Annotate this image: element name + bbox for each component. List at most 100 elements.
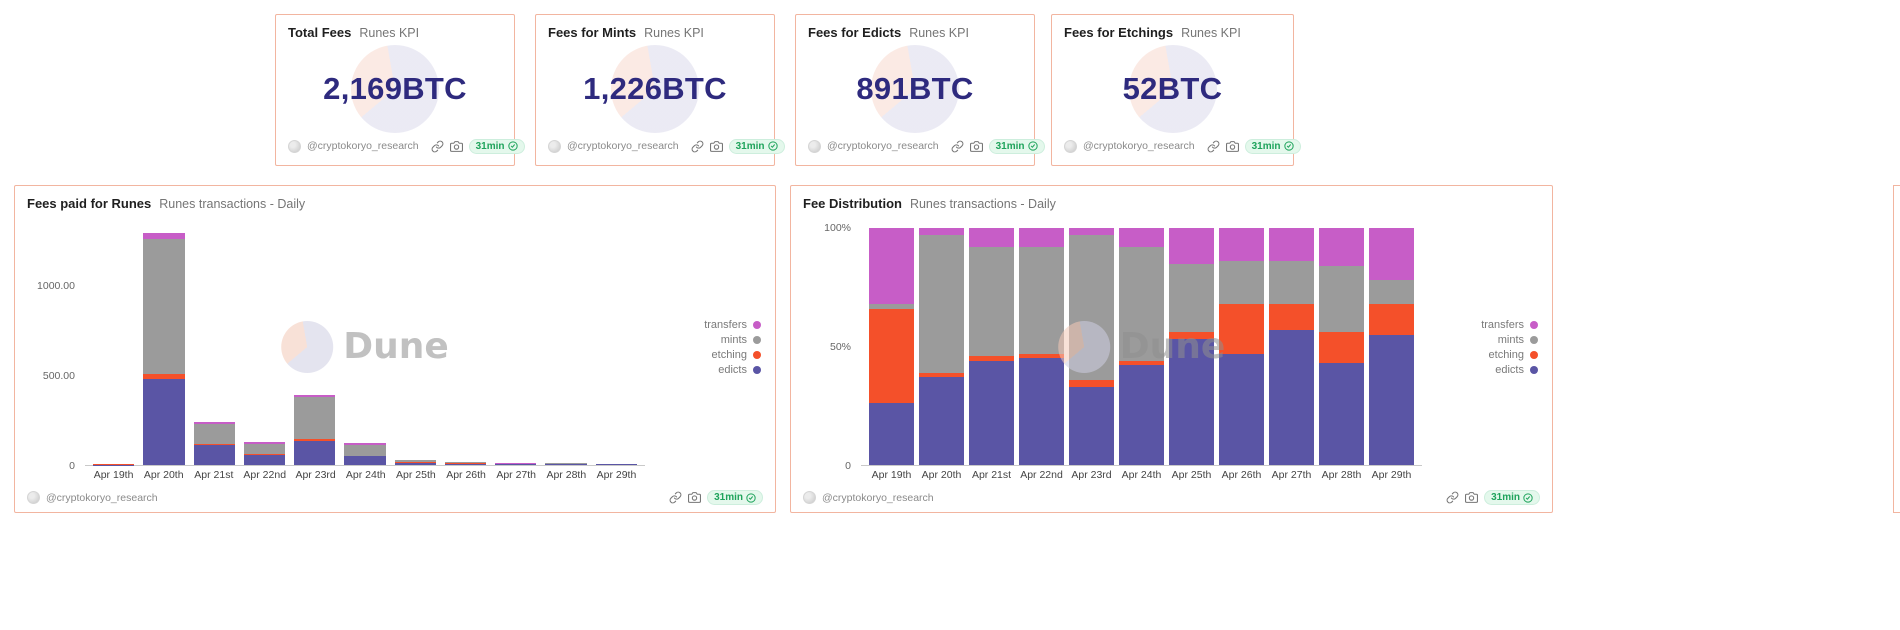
camera-icon[interactable] bbox=[709, 140, 723, 153]
bar-apr-27th[interactable] bbox=[1269, 228, 1314, 465]
bar-segment-etching[interactable] bbox=[1119, 360, 1164, 366]
bar-segment-edicts[interactable] bbox=[1169, 339, 1214, 465]
bar-segment-mints[interactable] bbox=[495, 463, 537, 465]
bar-segment-etching[interactable] bbox=[1069, 379, 1114, 387]
bar-segment-etching[interactable] bbox=[344, 455, 386, 457]
bar-segment-mints[interactable] bbox=[919, 235, 964, 373]
bar-apr-20th[interactable] bbox=[919, 228, 964, 465]
bar-segment-transfers[interactable] bbox=[1069, 228, 1114, 236]
bar-segment-transfers[interactable] bbox=[1269, 228, 1314, 262]
camera-icon[interactable] bbox=[1465, 491, 1479, 504]
bar-segment-edicts[interactable] bbox=[344, 456, 386, 465]
bar-segment-etching[interactable] bbox=[1219, 303, 1264, 354]
bar-apr-24th[interactable] bbox=[1119, 228, 1164, 465]
bar-segment-mints[interactable] bbox=[1169, 263, 1214, 333]
bar-segment-transfers[interactable] bbox=[243, 441, 286, 444]
bar-segment-mints[interactable] bbox=[394, 460, 436, 463]
bar-segment-edicts[interactable] bbox=[1319, 363, 1364, 465]
bar-apr-22nd[interactable] bbox=[243, 228, 286, 465]
bar-segment-mints[interactable] bbox=[1119, 246, 1164, 361]
bar-segment-mints[interactable] bbox=[243, 443, 286, 455]
author-handle[interactable]: @cryptokoryo_research bbox=[1083, 140, 1195, 152]
legend-item-edicts[interactable]: edicts bbox=[1495, 364, 1538, 376]
bar-segment-etching[interactable] bbox=[1369, 303, 1414, 335]
bar-apr-23rd[interactable] bbox=[1069, 228, 1114, 465]
bar-segment-transfers[interactable] bbox=[1019, 228, 1064, 247]
bar-segment-transfers[interactable] bbox=[1119, 228, 1164, 247]
bar-segment-etching[interactable] bbox=[243, 454, 286, 456]
bar-segment-mints[interactable] bbox=[1069, 235, 1114, 380]
legend-item-transfers[interactable]: transfers bbox=[1481, 319, 1538, 331]
bar-segment-mints[interactable] bbox=[969, 246, 1014, 356]
bar-segment-etching[interactable] bbox=[193, 444, 235, 446]
bar-segment-mints[interactable] bbox=[1219, 261, 1264, 304]
legend-item-mints[interactable]: mints bbox=[1498, 334, 1538, 346]
bar-segment-etching[interactable] bbox=[1019, 353, 1064, 359]
bar-segment-transfers[interactable] bbox=[1319, 228, 1364, 266]
bar-segment-etching[interactable] bbox=[294, 439, 336, 441]
bar-segment-edicts[interactable] bbox=[1369, 334, 1414, 465]
bar-segment-mints[interactable] bbox=[1269, 261, 1314, 304]
camera-icon[interactable] bbox=[1225, 140, 1239, 153]
bar-segment-edicts[interactable] bbox=[394, 462, 436, 465]
bar-segment-edicts[interactable] bbox=[1069, 386, 1114, 465]
bar-segment-etching[interactable] bbox=[919, 372, 964, 378]
bar-apr-22nd[interactable] bbox=[1019, 228, 1064, 465]
refresh-badge[interactable]: 31min bbox=[707, 490, 763, 505]
bar-segment-edicts[interactable] bbox=[1119, 365, 1164, 465]
bar-apr-23rd[interactable] bbox=[294, 228, 336, 465]
camera-icon[interactable] bbox=[969, 140, 983, 153]
link-icon[interactable] bbox=[1446, 491, 1459, 504]
bar-segment-edicts[interactable] bbox=[545, 464, 587, 465]
author-handle[interactable]: @cryptokoryo_research bbox=[46, 491, 158, 504]
bar-segment-edicts[interactable] bbox=[243, 455, 286, 465]
bar-segment-etching[interactable] bbox=[143, 374, 185, 379]
bar-segment-edicts[interactable] bbox=[1019, 358, 1064, 465]
camera-icon[interactable] bbox=[449, 140, 463, 153]
bar-apr-19th[interactable] bbox=[93, 228, 135, 465]
refresh-badge[interactable]: 31min bbox=[988, 138, 1045, 154]
bar-segment-etching[interactable] bbox=[1269, 303, 1314, 330]
bar-segment-mints[interactable] bbox=[294, 397, 336, 440]
legend-item-transfers[interactable]: transfers bbox=[704, 319, 761, 331]
link-icon[interactable] bbox=[691, 140, 704, 153]
bar-apr-21st[interactable] bbox=[969, 228, 1014, 465]
bar-segment-edicts[interactable] bbox=[193, 445, 235, 465]
bar-segment-transfers[interactable] bbox=[1369, 228, 1414, 281]
bar-segment-edicts[interactable] bbox=[143, 378, 185, 465]
link-icon[interactable] bbox=[1207, 140, 1220, 153]
bar-apr-21st[interactable] bbox=[193, 228, 235, 465]
refresh-badge[interactable]: 31min bbox=[1484, 490, 1540, 505]
bar-apr-19th[interactable] bbox=[869, 228, 914, 465]
bar-segment-mints[interactable] bbox=[1319, 265, 1364, 333]
bar-segment-etching[interactable] bbox=[869, 308, 914, 404]
bar-segment-mints[interactable] bbox=[869, 303, 914, 309]
bar-segment-etching[interactable] bbox=[1319, 332, 1364, 364]
bar-segment-transfers[interactable] bbox=[294, 395, 336, 398]
bar-segment-transfers[interactable] bbox=[1169, 228, 1214, 264]
author-handle[interactable]: @cryptokoryo_research bbox=[827, 140, 939, 152]
camera-icon[interactable] bbox=[688, 491, 702, 504]
legend-item-etching[interactable]: etching bbox=[712, 349, 761, 361]
bar-segment-mints[interactable] bbox=[143, 238, 185, 375]
bar-apr-29th[interactable] bbox=[1369, 228, 1414, 465]
legend-item-mints[interactable]: mints bbox=[721, 334, 761, 346]
bar-segment-edicts[interactable] bbox=[969, 360, 1014, 465]
bar-segment-edicts[interactable] bbox=[1219, 353, 1264, 465]
refresh-badge[interactable]: 31min bbox=[1244, 138, 1301, 154]
author-handle[interactable]: @cryptokoryo_research bbox=[822, 491, 934, 504]
bar-apr-20th[interactable] bbox=[143, 228, 185, 465]
bar-segment-transfers[interactable] bbox=[1219, 228, 1264, 262]
bar-segment-edicts[interactable] bbox=[595, 464, 637, 465]
author-handle[interactable]: @cryptokoryo_research bbox=[307, 140, 419, 152]
bar-apr-24th[interactable] bbox=[344, 228, 386, 465]
bar-apr-27th[interactable] bbox=[495, 228, 537, 465]
bar-segment-transfers[interactable] bbox=[869, 228, 914, 304]
bar-segment-edicts[interactable] bbox=[294, 440, 336, 465]
bar-segment-edicts[interactable] bbox=[1269, 329, 1314, 465]
bar-segment-mints[interactable] bbox=[193, 423, 235, 445]
bar-segment-mints[interactable] bbox=[1369, 280, 1414, 304]
legend-item-edicts[interactable]: edicts bbox=[718, 364, 761, 376]
bar-apr-25th[interactable] bbox=[394, 228, 436, 465]
bar-apr-28th[interactable] bbox=[545, 228, 587, 465]
